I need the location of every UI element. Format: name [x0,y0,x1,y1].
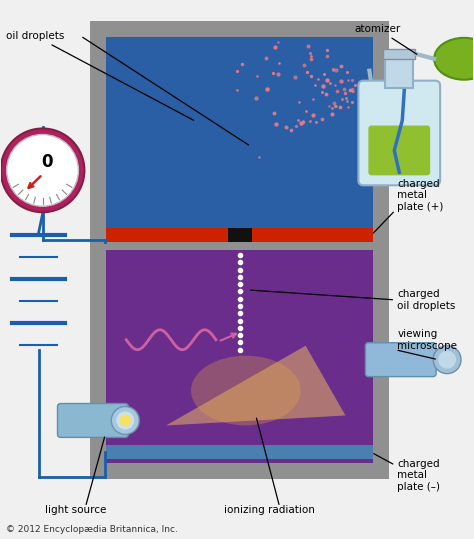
FancyBboxPatch shape [365,343,436,377]
Text: ionizing radiation: ionizing radiation [224,505,315,515]
Ellipse shape [191,356,301,425]
Text: oil droplets: oil droplets [6,31,193,120]
Polygon shape [166,345,346,425]
Bar [383,49,415,59]
Bar [106,228,374,242]
FancyBboxPatch shape [358,81,440,185]
Bar [106,37,374,230]
Bar [385,56,413,88]
Bar [91,21,389,479]
Text: © 2012 Encyclopædia Britannica, Inc.: © 2012 Encyclopædia Britannica, Inc. [6,525,178,534]
Bar [106,250,374,464]
Circle shape [111,406,139,434]
Circle shape [0,128,84,212]
Circle shape [119,414,131,426]
Circle shape [438,351,456,369]
Text: charged
metal
plate (–): charged metal plate (–) [397,459,440,492]
Text: charged
metal
plate (+): charged metal plate (+) [397,178,444,212]
Ellipse shape [434,38,474,80]
Circle shape [433,345,461,374]
Bar [106,445,374,459]
Text: viewing
microscope: viewing microscope [397,329,457,350]
Text: light source: light source [45,505,106,515]
Text: atomizer: atomizer [355,24,417,54]
Text: 0: 0 [41,154,52,171]
Circle shape [116,411,134,430]
FancyBboxPatch shape [57,404,128,438]
Circle shape [7,135,78,206]
Bar [228,228,252,242]
FancyBboxPatch shape [368,126,430,175]
Text: charged
oil droplets: charged oil droplets [397,289,456,310]
